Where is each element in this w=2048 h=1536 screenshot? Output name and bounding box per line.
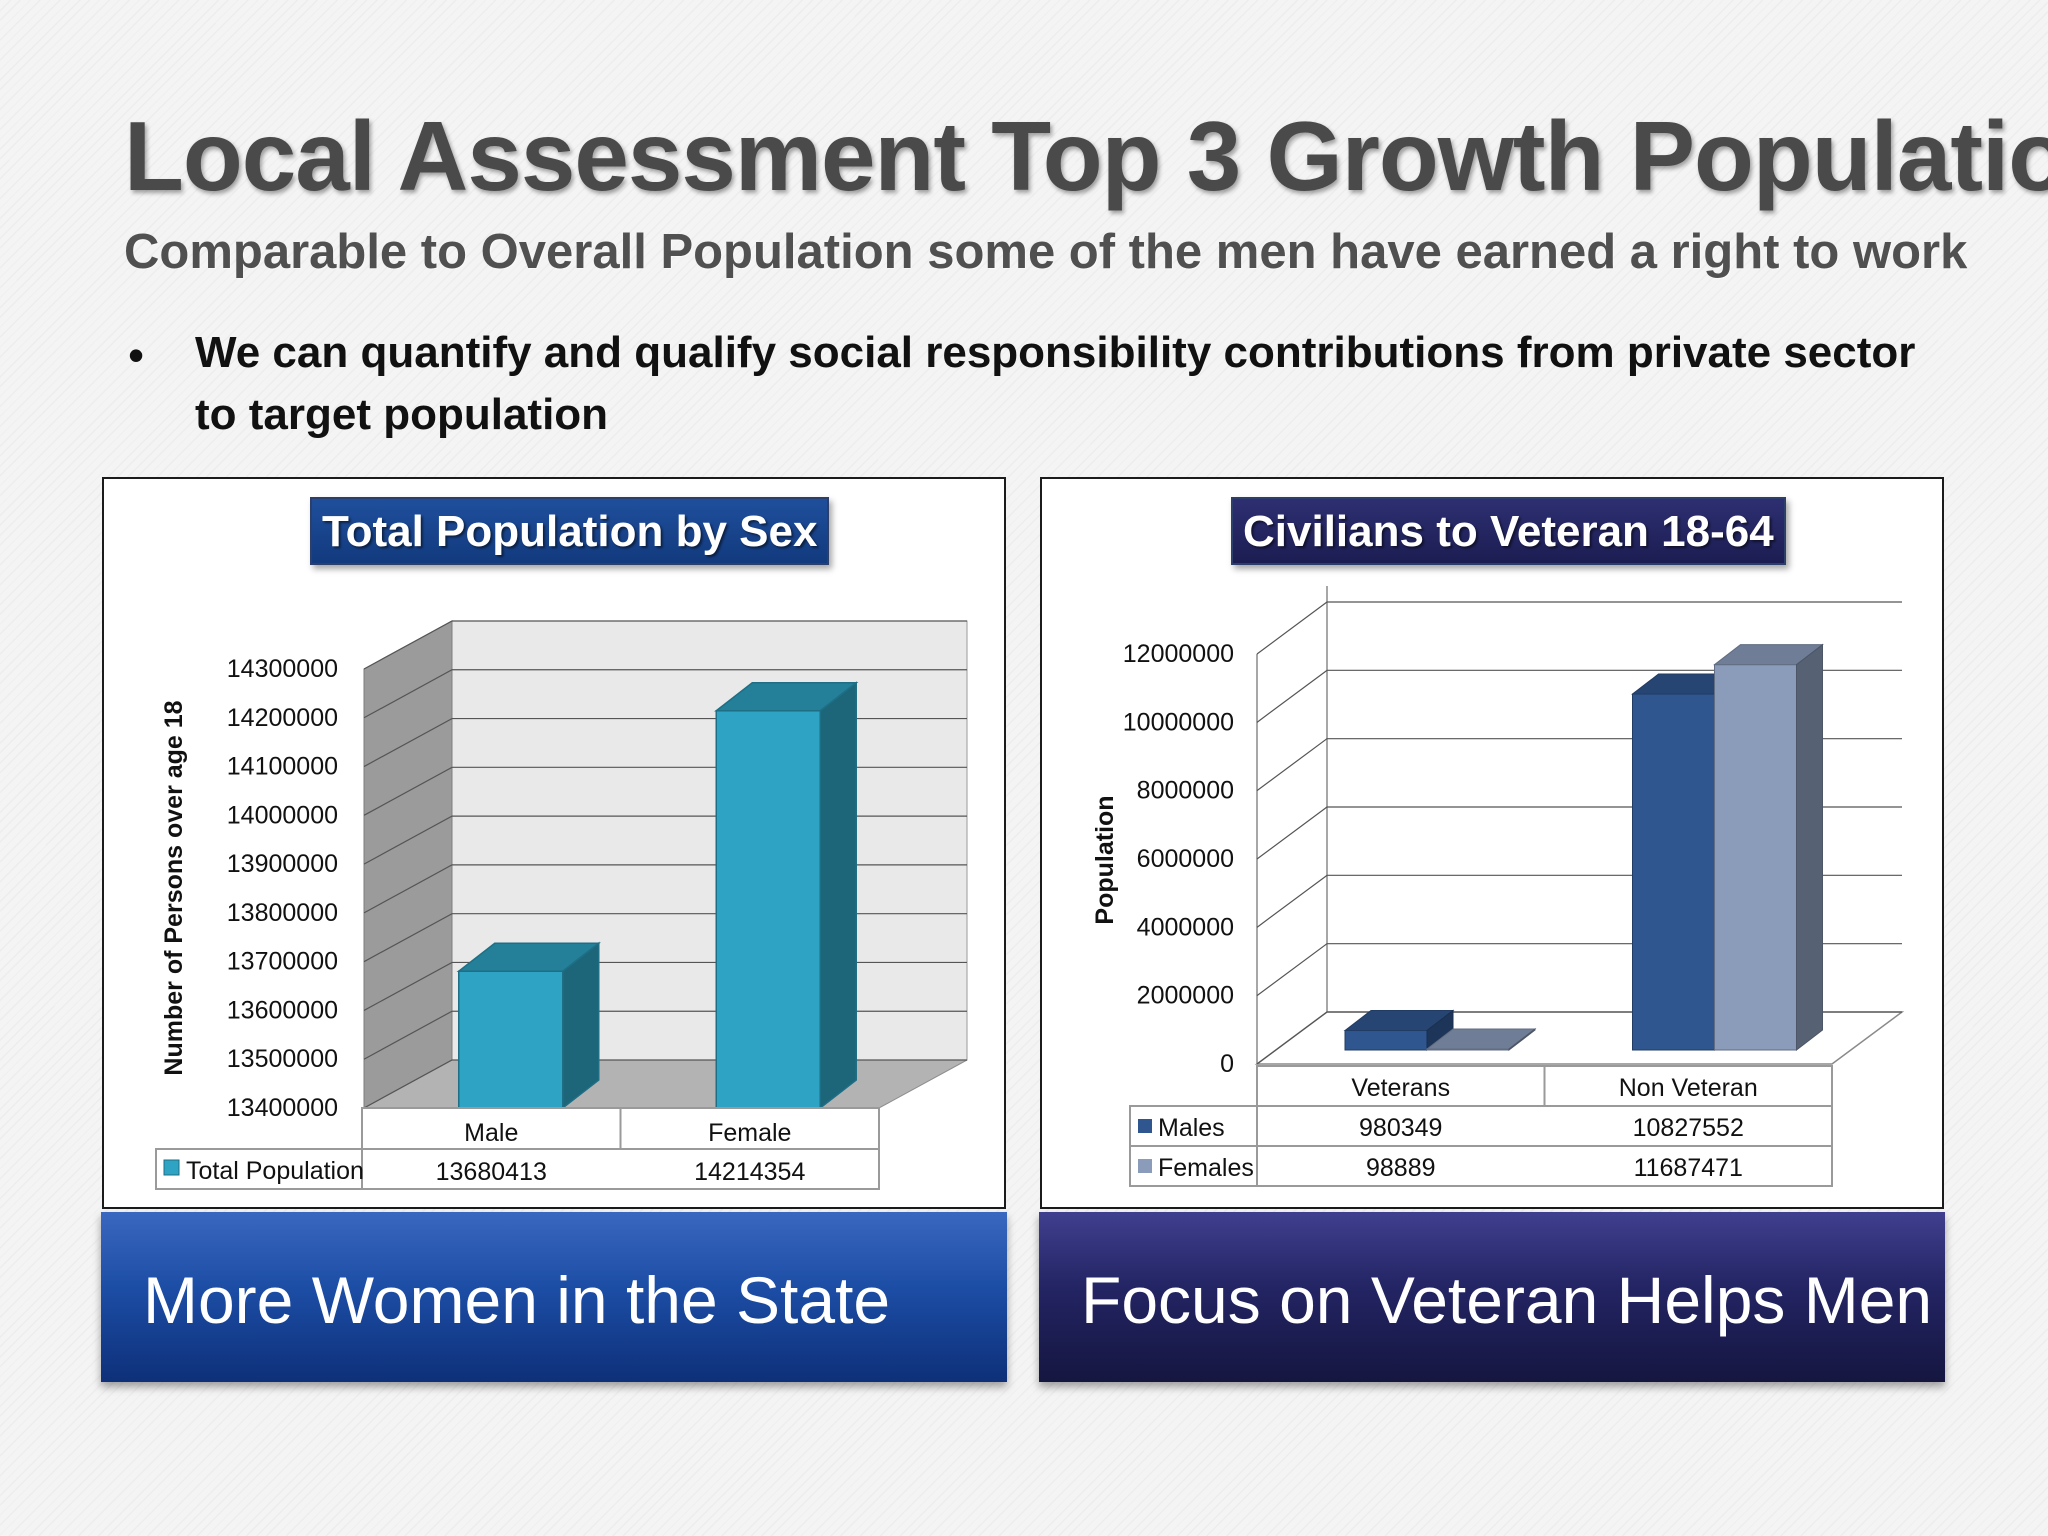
gridline xyxy=(1256,601,1902,655)
legend-label: Males xyxy=(1158,1114,1225,1142)
legend-swatch xyxy=(1138,1119,1152,1133)
x-category-label: Male xyxy=(464,1119,518,1147)
x-category-label: Female xyxy=(708,1119,791,1147)
y-axis-label: Population xyxy=(1091,795,1119,924)
chart-title-civilians-veteran: Civilians to Veteran 18-64 xyxy=(1231,497,1786,565)
bar-males-veterans xyxy=(1344,1030,1428,1051)
bar-female xyxy=(715,710,821,1109)
y-axis-label: Number of Persons over age 18 xyxy=(160,700,188,1075)
bar-side-female xyxy=(819,681,857,1110)
gridline xyxy=(1256,669,1902,723)
y-tick-label: 0 xyxy=(1220,1050,1234,1078)
x-category-label: Non Veteran xyxy=(1619,1074,1758,1102)
y-tick-label: 10000000 xyxy=(1123,708,1234,736)
data-table-value: 10827552 xyxy=(1633,1114,1744,1142)
banner-more-women: More Women in the State xyxy=(101,1212,1007,1382)
y-tick-label: 13900000 xyxy=(227,850,338,878)
y-tick-label: 14200000 xyxy=(227,704,338,732)
banner-focus-veteran: Focus on Veteran Helps Men xyxy=(1039,1212,1945,1382)
bar-male xyxy=(458,970,564,1109)
slide-title: Local Assessment Top 3 Growth Population xyxy=(124,101,2048,211)
chart-title-population-by-sex: Total Population by Sex xyxy=(310,497,830,565)
bar-females-non-veteran xyxy=(1714,664,1797,1051)
chart-civilians-veteran: 0 2000000 4000000 6000000 8000000 10000000 120… xyxy=(1091,586,1905,1187)
bar-side-male xyxy=(562,941,600,1110)
slide-subtitle: Comparable to Overall Population some of… xyxy=(124,225,1968,279)
y-tick-label: 14300000 xyxy=(227,655,338,683)
y-tick-label: 4000000 xyxy=(1137,913,1234,941)
table-data-row xyxy=(1129,1105,1833,1147)
bullet-marker: • xyxy=(128,329,145,381)
data-table-value: 13680413 xyxy=(436,1158,547,1186)
table-data-row xyxy=(1129,1145,1833,1187)
table-data-row xyxy=(155,1148,880,1190)
bar-side-females-veterans xyxy=(1508,1027,1536,1052)
data-table-value: 14214354 xyxy=(694,1158,805,1186)
legend-swatch xyxy=(163,1159,180,1176)
gridline xyxy=(363,669,967,719)
y-tick-label: 13600000 xyxy=(227,996,338,1024)
legend-swatch xyxy=(1138,1159,1152,1173)
y-tick-label: 13700000 xyxy=(227,948,338,976)
y-tick-label: 13800000 xyxy=(227,899,338,927)
chart-population-by-sex: 13400000 13500000 13600000 13700000 13800000… xyxy=(155,620,968,1190)
bar-side-females-non-veteran xyxy=(1796,643,1823,1052)
chart-panel-civilians-veteran: 0 2000000 4000000 6000000 8000000 10000000 120… xyxy=(1040,477,1944,1209)
y-tick-label: 13400000 xyxy=(227,1094,338,1122)
x-category-label: Veterans xyxy=(1351,1074,1450,1102)
data-table-value: 98889 xyxy=(1366,1154,1436,1182)
data-table-value: 11687471 xyxy=(1634,1154,1743,1182)
chart-panel-population-by-sex: 13400000 13500000 13600000 13700000 13800000… xyxy=(102,477,1006,1209)
y-tick-label: 14100000 xyxy=(227,753,338,781)
bar-males-non-veteran xyxy=(1632,693,1715,1051)
legend-label: Females xyxy=(1158,1154,1254,1182)
legend-label: Total Population xyxy=(186,1157,364,1185)
y-tick-label: 6000000 xyxy=(1137,845,1234,873)
gridline xyxy=(363,620,967,670)
data-table-value: 980349 xyxy=(1359,1114,1442,1142)
y-tick-label: 8000000 xyxy=(1137,777,1234,805)
y-tick-label: 12000000 xyxy=(1123,640,1234,668)
bullet-text: We can quantify and qualify social respo… xyxy=(195,328,1916,439)
y-tick-label: 14000000 xyxy=(227,801,338,829)
chart-floor xyxy=(363,1059,968,1109)
y-tick-label: 2000000 xyxy=(1137,982,1234,1010)
y-tick-label: 13500000 xyxy=(227,1045,338,1073)
